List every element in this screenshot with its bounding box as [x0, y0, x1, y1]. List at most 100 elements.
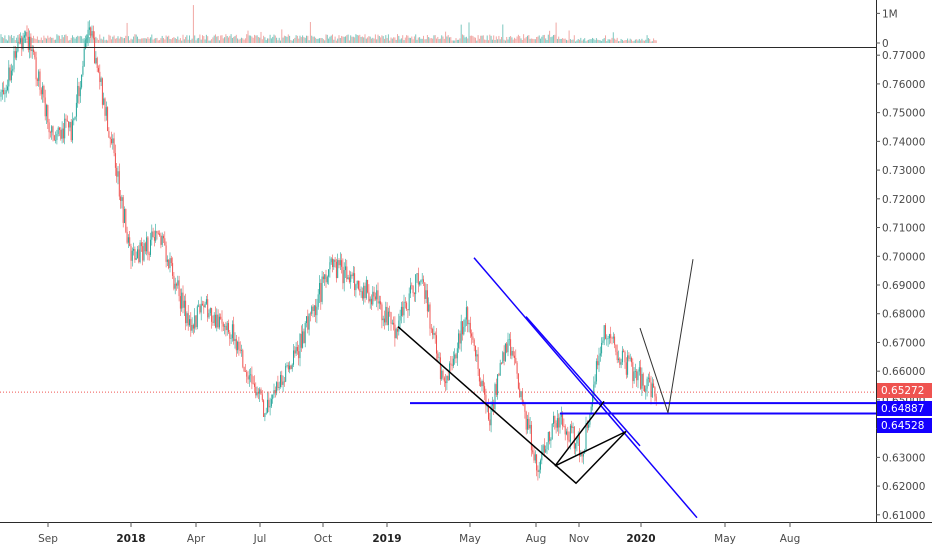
volume-bar: [273, 34, 275, 43]
candle-body: [488, 405, 489, 420]
candle-body: [82, 66, 84, 75]
time-tick-label: Oct: [314, 533, 332, 545]
volume-bar: [477, 35, 479, 43]
candle-body: [289, 365, 291, 370]
candle-body: [368, 292, 370, 302]
volume-bar: [420, 38, 422, 43]
time-axis[interactable]: Sep 2018 Apr Jul Oct 2019 May Aug Nov 2020 May Aug: [38, 522, 800, 545]
candle-body: [70, 122, 72, 141]
volume-bar: [238, 39, 240, 43]
candle-body: [627, 355, 629, 375]
volume-bar: [191, 38, 193, 43]
candle-body: [195, 315, 197, 328]
candle-body: [88, 27, 90, 30]
candle-body: [345, 266, 346, 271]
volume-bar: [13, 35, 15, 43]
price-axis[interactable]: 0.77000 0.76000 0.75000 0.74000 0.73000 0.720…: [876, 50, 925, 522]
volume-bar: [560, 38, 562, 43]
candle-body: [528, 418, 530, 429]
volume-bar: [554, 34, 556, 43]
volume-bar: [417, 37, 419, 43]
volume-bar: [471, 35, 473, 43]
volume-bar: [205, 34, 207, 43]
candle-body: [438, 357, 440, 359]
candle-body: [455, 354, 457, 359]
candle-body: [538, 469, 540, 472]
time-tick-label: 2018: [116, 533, 145, 545]
svg-text:0.65272: 0.65272: [881, 385, 924, 397]
candle-body: [367, 279, 369, 293]
candle-body: [265, 412, 267, 414]
volume-bar: [207, 36, 209, 43]
volume-bar: [112, 36, 114, 43]
volume-bar: [447, 35, 449, 43]
volume-bar: [473, 37, 475, 43]
candle-body: [52, 126, 54, 136]
volume-bar: [406, 35, 408, 43]
candle-body: [26, 32, 28, 37]
blue-trendline[interactable]: [473, 257, 698, 519]
volume-bar: [458, 39, 460, 43]
candle-body: [204, 303, 206, 308]
volume-bar: [490, 35, 492, 43]
volume-bar: [493, 35, 495, 43]
volume-bar: [582, 39, 584, 43]
volume-bar: [229, 35, 231, 43]
volume-bar: [176, 39, 177, 43]
candle-body: [142, 246, 144, 261]
volume-bar: [212, 37, 214, 43]
candle-body: [554, 415, 556, 424]
volume-bar: [577, 39, 579, 43]
candle-body: [321, 276, 323, 302]
candle-body: [304, 323, 306, 344]
candle-body: [60, 129, 62, 139]
volume-bar: [90, 34, 92, 43]
volume-bar: [127, 36, 129, 43]
candle-body: [153, 237, 155, 241]
candle-body: [255, 386, 257, 396]
volume-bar: [507, 39, 509, 43]
volume-bar: [251, 36, 253, 43]
black-channel-pattern[interactable]: [397, 326, 627, 485]
volume-bar: [278, 37, 280, 43]
candle-body: [458, 333, 460, 349]
volume-bar: [156, 37, 158, 43]
blue-trendline-segment[interactable]: [525, 316, 641, 447]
candle-body: [311, 306, 313, 314]
candle-body: [191, 324, 193, 331]
volume-bar: [488, 40, 489, 43]
candle-body: [387, 311, 389, 325]
price-tick-label: 0.76000: [882, 79, 925, 91]
volume-bar: [610, 39, 612, 43]
volume-bar: [614, 38, 616, 43]
price-projection-path[interactable]: [639, 259, 694, 413]
candle-body: [40, 89, 42, 95]
candle-body: [291, 364, 293, 369]
volume-bar: [281, 29, 283, 43]
candle-body: [247, 376, 249, 380]
volume-bar: [66, 36, 68, 43]
volume-bar: [335, 40, 337, 43]
volume-bar: [16, 37, 18, 43]
volume-bar: [623, 40, 625, 43]
candle-body: [215, 314, 216, 328]
candle-body: [86, 37, 88, 44]
candle-body: [459, 333, 461, 344]
volume-bar: [462, 34, 463, 43]
volume-bar: [378, 36, 380, 43]
volume-bar: [73, 37, 75, 43]
candle-body: [395, 328, 397, 339]
candle-body: [623, 350, 625, 352]
drawings[interactable]: [0, 257, 876, 519]
candle-body: [560, 413, 562, 417]
volume-bar: [264, 37, 266, 43]
candle-body: [298, 351, 300, 359]
candle-body: [330, 258, 332, 263]
volume-bar: [5, 39, 7, 43]
candle-body: [605, 325, 606, 339]
volume-bar: [138, 38, 140, 43]
volume-bar: [508, 36, 510, 43]
candle-body: [150, 239, 151, 255]
candle-body: [503, 352, 505, 361]
